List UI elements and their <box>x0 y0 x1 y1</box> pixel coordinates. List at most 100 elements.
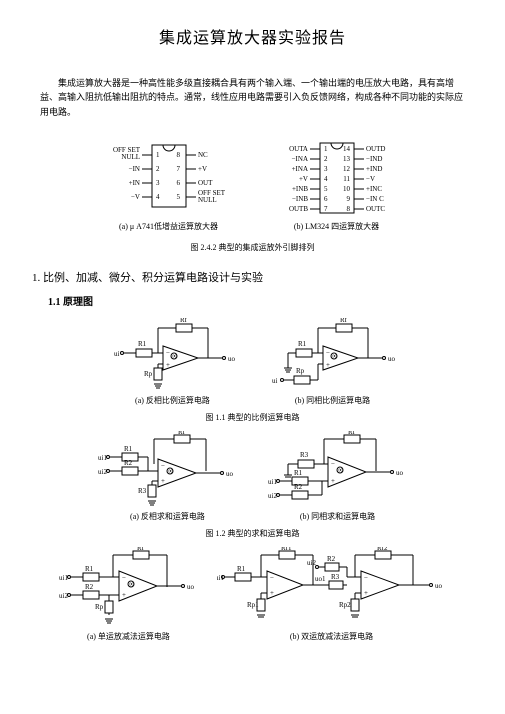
circ-2a: Rf ui1R1 ui2R2 −+∞ uo R3 (a) 反相求和运算电路 <box>98 431 238 522</box>
svg-text:R3: R3 <box>138 487 147 495</box>
svg-text:Rp: Rp <box>296 367 305 375</box>
intro-paragraph: 集成运算放大器是一种高性能多级直接耦合具有两个输入端、一个输出端的电压放大电路，… <box>0 76 505 135</box>
fig-1-2-caption: 图 1.2 典型的求和运算电路 <box>0 522 505 547</box>
svg-text:−IN: −IN <box>128 165 139 173</box>
svg-text:3: 3 <box>156 179 160 187</box>
svg-text:Rf: Rf <box>348 431 356 436</box>
svg-text:R1: R1 <box>294 469 303 477</box>
svg-text:−: − <box>326 349 330 357</box>
svg-text:+INA: +INA <box>291 165 307 173</box>
svg-text:Rf1: Rf1 <box>281 547 292 552</box>
svg-text:+IN: +IN <box>128 179 139 187</box>
svg-text:−INA: −INA <box>291 155 307 163</box>
svg-text:R1: R1 <box>124 445 133 453</box>
svg-text:+: + <box>270 589 274 597</box>
svg-text:−IN C: −IN C <box>366 195 384 203</box>
svg-text:5: 5 <box>176 193 180 201</box>
circ-3b-caption: (b) 双运放减法运算电路 <box>290 629 373 642</box>
svg-text:−: − <box>161 462 165 470</box>
fig-242-caption: 图 2.4.2 典型的集成运放外引脚排列 <box>0 236 505 265</box>
circ-1a-caption: (a) 反相比例运算电路 <box>135 393 210 406</box>
svg-text:NULL: NULL <box>198 196 217 204</box>
svg-text:−IND: −IND <box>366 155 382 163</box>
svg-text:∞: ∞ <box>168 467 173 475</box>
page-title: 集成运算放大器实验报告 <box>0 0 505 76</box>
svg-text:+V: +V <box>298 175 307 183</box>
svg-text:+INC: +INC <box>366 185 382 193</box>
svg-text:OUTC: OUTC <box>366 205 385 213</box>
svg-text:−V: −V <box>366 175 375 183</box>
chip1-caption: (a) μ A741低增益运算放大器 <box>94 217 244 232</box>
svg-text:13: 13 <box>343 155 351 163</box>
circ-1b: Rf R1 −+∞ uo ui Rp (b) 同相比例运算电路 <box>268 318 398 406</box>
svg-text:ui2: ui2 <box>98 468 107 476</box>
svg-text:∞: ∞ <box>332 352 337 360</box>
svg-text:+: + <box>166 361 170 369</box>
svg-text:12: 12 <box>343 165 351 173</box>
section-1-heading: 1. 比例、加减、微分、积分运算电路设计与实验 <box>0 265 505 291</box>
row-subtraction: Rf ui1R1 −+∞ uo ui2R2 Rp (a) 单运放减法运算电路 R… <box>0 547 505 642</box>
svg-text:ui2: ui2 <box>268 492 277 500</box>
svg-text:5: 5 <box>324 185 328 193</box>
circ-2a-caption: (a) 反相求和运算电路 <box>130 509 205 522</box>
svg-text:R2: R2 <box>85 583 94 591</box>
chip2-caption: (b) LM324 四运算放大器 <box>262 217 412 232</box>
svg-text:+V: +V <box>198 165 207 173</box>
svg-text:6: 6 <box>176 179 180 187</box>
svg-text:uo: uo <box>435 582 443 590</box>
svg-text:R2: R2 <box>327 555 336 563</box>
svg-text:−INB: −INB <box>291 195 307 203</box>
svg-text:4: 4 <box>156 193 160 201</box>
svg-text:R1: R1 <box>138 340 147 348</box>
svg-text:NC: NC <box>198 151 208 159</box>
svg-text:R3: R3 <box>331 573 340 581</box>
svg-text:uo: uo <box>388 355 396 363</box>
row-summing: Rf ui1R1 ui2R2 −+∞ uo R3 (a) 反相求和运算电路 Rf… <box>0 431 505 522</box>
svg-text:14: 14 <box>343 145 351 153</box>
svg-text:3: 3 <box>324 165 328 173</box>
fig-1-1-caption: 图 1.1 典型的比例运算电路 <box>0 406 505 431</box>
svg-text:−: − <box>166 349 170 357</box>
svg-text:NULL: NULL <box>121 153 140 161</box>
svg-text:7: 7 <box>324 205 328 213</box>
svg-text:R1: R1 <box>237 565 246 573</box>
svg-text:−: − <box>364 574 368 582</box>
svg-text:2: 2 <box>156 165 160 173</box>
svg-text:Rp1: Rp1 <box>247 601 259 609</box>
svg-text:−: − <box>331 460 335 468</box>
svg-text:+: + <box>326 361 330 369</box>
svg-text:uo1: uo1 <box>315 575 326 583</box>
svg-text:+: + <box>122 591 126 599</box>
chip-a741: OFF SETNULL1 −IN2 +IN3 −V4 NC8 +V7 OUT6 … <box>94 139 244 232</box>
svg-text:ui2: ui2 <box>307 559 316 567</box>
svg-text:OUT: OUT <box>198 179 213 187</box>
svg-text:uo: uo <box>396 469 404 477</box>
svg-text:9: 9 <box>346 195 350 203</box>
svg-text:11: 11 <box>343 175 350 183</box>
svg-text:R2: R2 <box>124 459 133 467</box>
row-proportional: Rf R1ui −+∞ uo Rp (a) 反相比例运算电路 Rf R1 −+∞… <box>0 318 505 406</box>
circ-1b-caption: (b) 同相比例运算电路 <box>295 393 370 406</box>
svg-text:8: 8 <box>176 151 180 159</box>
svg-text:ui1: ui1 <box>98 454 107 462</box>
svg-text:Rf: Rf <box>137 547 145 552</box>
svg-text:−V: −V <box>130 193 139 201</box>
svg-text:7: 7 <box>176 165 180 173</box>
circ-3a-caption: (a) 单运放减法运算电路 <box>87 629 170 642</box>
svg-text:OUTD: OUTD <box>366 145 385 153</box>
svg-text:1: 1 <box>156 151 160 159</box>
svg-text:+: + <box>331 477 335 485</box>
svg-text:+INB: +INB <box>291 185 307 193</box>
circ-1a: Rf R1ui −+∞ uo Rp (a) 反相比例运算电路 <box>108 318 238 406</box>
section-1-1-heading: 1.1 原理图 <box>0 291 505 318</box>
svg-text:∞: ∞ <box>129 580 134 588</box>
svg-text:Rp: Rp <box>144 370 153 378</box>
svg-text:ui: ui <box>272 377 278 385</box>
chip-lm324: OUTA1 −INA2 +INA3 +V4 +INB5 −INB6 OUTB7 … <box>262 139 412 232</box>
circ-3b: Rf1 ui1R1 −+ Rp1 uo1 ui2R2 R3 Rf2 −+ Rp2… <box>217 547 447 642</box>
svg-text:R1: R1 <box>85 565 94 573</box>
svg-text:2: 2 <box>324 155 328 163</box>
svg-text:10: 10 <box>343 185 351 193</box>
svg-text:4: 4 <box>324 175 328 183</box>
circ-2b-caption: (b) 同相求和运算电路 <box>300 509 375 522</box>
